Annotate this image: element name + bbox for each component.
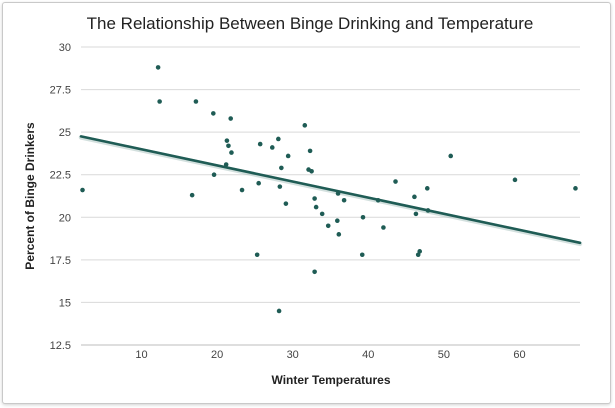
data-point [336,232,342,237]
data-point [211,172,217,178]
data-point [228,116,233,121]
chart-title: The Relationship Between Binge Drinking … [87,14,534,33]
data-point [276,308,282,314]
grid-lines [81,46,580,303]
data-point [239,187,245,193]
data-point [279,165,284,171]
data-point [226,143,231,149]
data-point [256,180,261,186]
y-tick-label: 12.5 [50,340,71,352]
x-tick-label: 60 [513,349,525,361]
data-point [413,211,419,217]
data-point [448,153,454,159]
data-point [155,65,161,70]
x-axis-label: Winter Temperatures [271,373,390,387]
data-point [335,218,340,223]
data-point [285,153,291,159]
data-point [80,187,85,193]
x-tick-label: 10 [135,349,147,361]
data-points [80,65,578,314]
data-point [269,145,275,150]
y-tick-label: 20 [59,212,71,224]
data-point [312,269,317,275]
x-tick-label: 50 [438,349,450,361]
x-tick-labels: 10 20 30 40 50 60 [135,349,525,361]
x-tick-label: 40 [362,349,374,361]
data-point [375,197,381,203]
data-point [189,192,195,198]
y-tick-label: 27.5 [50,85,71,97]
data-point [157,99,162,104]
data-point [307,148,313,154]
data-point [277,184,283,189]
data-point [393,179,398,184]
y-tick-label: 25 [59,127,71,139]
data-point [283,201,289,206]
data-point [424,186,430,191]
data-point [425,208,431,213]
data-point [211,111,216,116]
data-point [417,249,423,254]
data-point [224,138,230,143]
trendline-group [78,135,583,247]
y-tick-label: 15 [59,297,71,309]
data-point [512,177,518,183]
data-point [381,225,386,230]
data-point [360,214,366,220]
data-point [412,194,417,200]
x-tick-label: 20 [211,349,223,361]
data-point [319,211,325,217]
x-tick-label: 30 [287,349,299,361]
data-point [193,99,199,104]
data-point [359,252,365,258]
data-point [229,150,234,155]
data-point [254,252,260,258]
data-point [223,162,229,167]
data-point [325,223,331,229]
data-point [335,191,341,196]
data-point [312,196,317,201]
y-tick-label: 30 [59,42,71,54]
y-tick-labels: 12.5 15 17.5 20 22.5 25 27.5 30 [50,42,71,352]
y-tick-label: 17.5 [50,255,71,267]
data-point [313,204,319,210]
data-point [309,169,314,174]
data-point [276,136,281,142]
chart-frame [2,2,611,404]
data-point [573,186,578,191]
data-point [302,123,308,128]
data-point [257,141,263,147]
trendline [79,135,582,245]
y-axis-label: Percent of Binge Drinkers [23,122,37,270]
y-tick-label: 22.5 [50,170,71,182]
data-point [341,197,347,203]
